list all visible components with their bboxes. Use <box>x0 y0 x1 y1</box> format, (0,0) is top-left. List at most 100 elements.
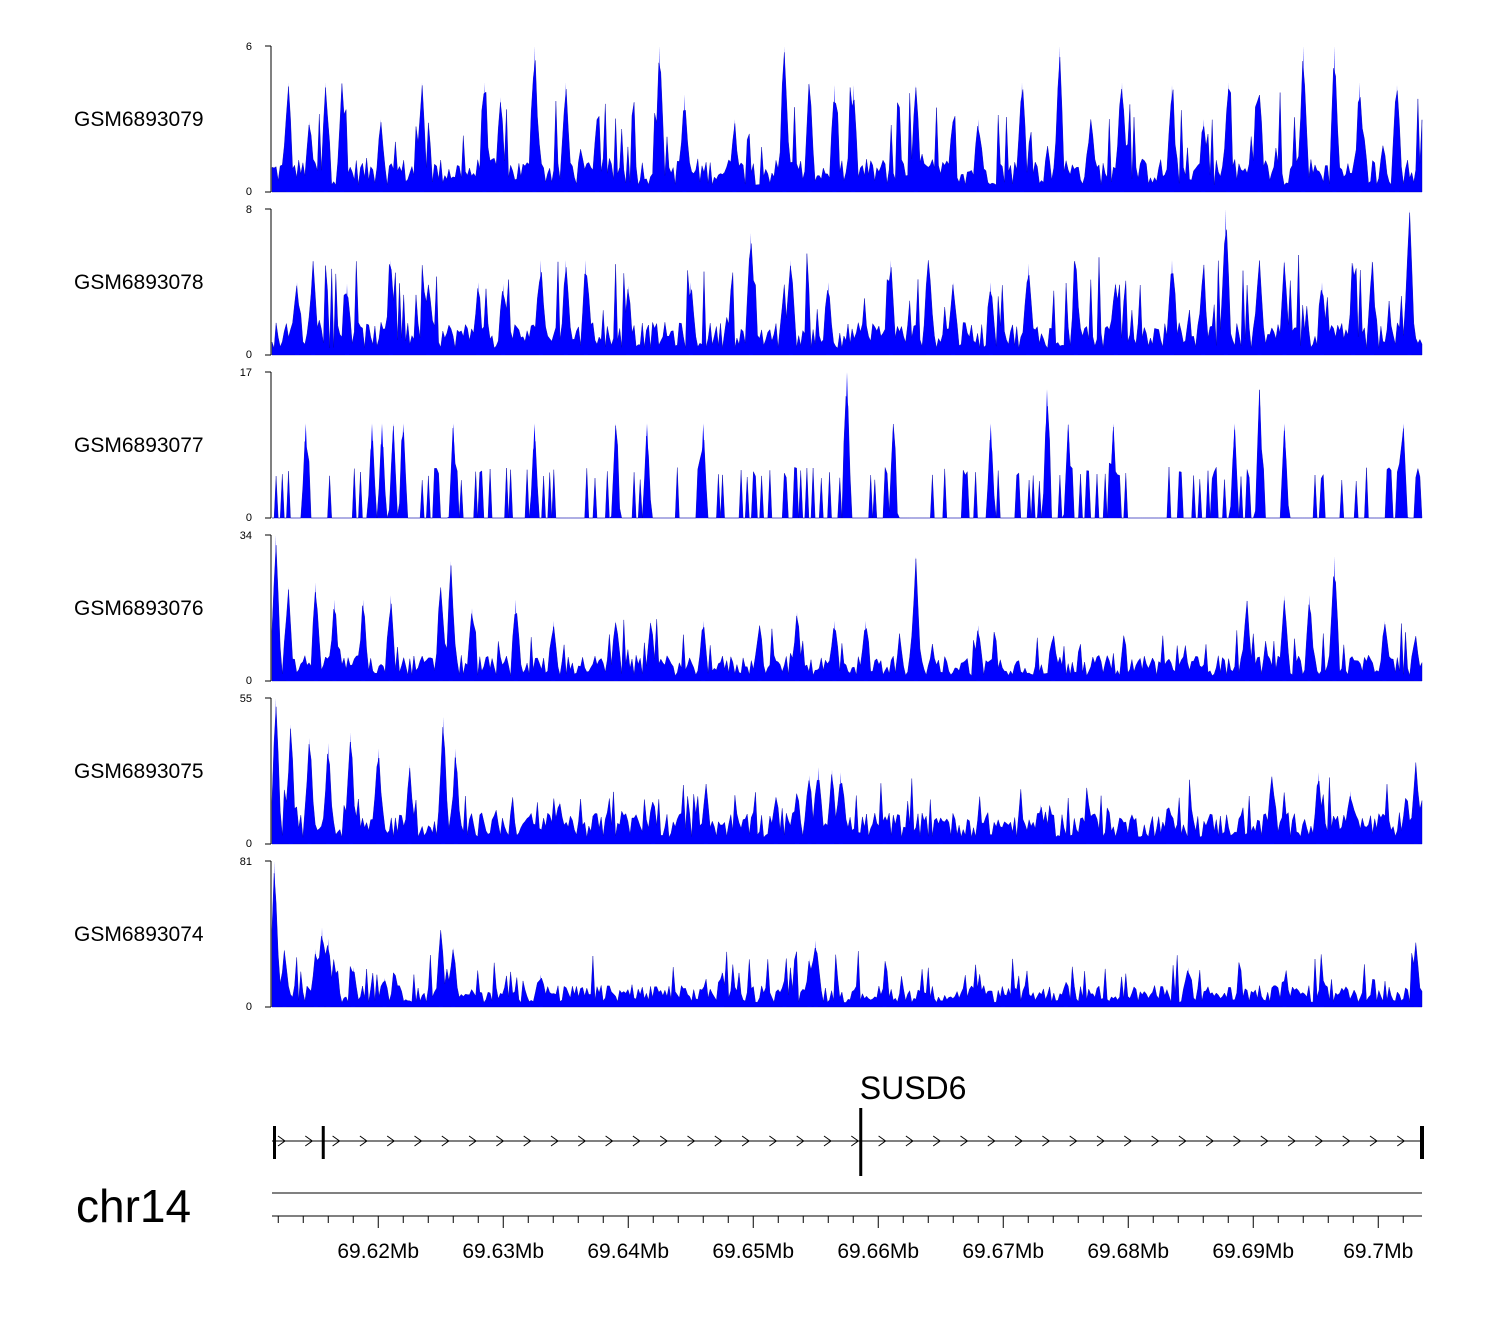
coverage-peak <box>1357 82 1362 192</box>
genome-axis-ticks: 69.62Mb 69.63Mb 69.64Mb 69.65Mb 69.66Mb 69.67… <box>272 1215 1422 1263</box>
coverage-peak <box>532 46 537 192</box>
track-GSM6893076: GSM6893076 34 0 <box>74 530 1423 687</box>
coverage-peak <box>1301 46 1306 192</box>
coverage-peak <box>320 927 324 1007</box>
gene-name-label: SUSD6 <box>860 1070 967 1106</box>
coverage-peak <box>830 769 834 844</box>
strand-arrow <box>359 1135 368 1147</box>
track-label: GSM6893074 <box>74 923 204 946</box>
coverage-peak <box>832 620 837 681</box>
strand-arrow <box>769 1135 778 1147</box>
y-tick-label: 0 <box>246 1001 252 1013</box>
coverage-peak <box>626 285 631 355</box>
coverage-peak <box>826 282 831 355</box>
coverage-peak <box>1320 282 1324 355</box>
strand-arrow <box>1151 1135 1160 1147</box>
coverage-peak <box>470 608 474 681</box>
coverage-peak <box>1245 599 1249 681</box>
coverage-peak <box>976 119 981 192</box>
coverage-peak <box>378 119 383 192</box>
chromosome-label: chr14 <box>76 1180 191 1232</box>
coverage-peak <box>368 423 376 518</box>
coverage-peak <box>376 748 381 844</box>
coverage-peak <box>795 612 799 681</box>
coverage-peak <box>651 801 656 844</box>
coverage-peak <box>288 724 293 844</box>
coverage-peak <box>1307 595 1312 681</box>
coverage-peak <box>583 260 588 355</box>
coverage-peak <box>420 82 424 192</box>
coverage-peak <box>1316 772 1321 844</box>
coverage-peak <box>1370 260 1374 355</box>
coverage-peak <box>1226 82 1231 192</box>
axis-tick-label: 69.7Mb <box>1343 1240 1413 1263</box>
axis-tick-label: 69.66Mb <box>837 1240 919 1263</box>
coverage-peak <box>1086 801 1091 844</box>
coverage-peak <box>399 423 408 518</box>
coverage-peak <box>1280 423 1289 518</box>
strand-arrow <box>1124 1135 1133 1147</box>
y-tick-label: 34 <box>240 530 252 542</box>
coverage-peak <box>1020 82 1024 192</box>
coverage-area <box>271 873 1423 1008</box>
coverage-area <box>271 545 1423 682</box>
coverage-peak <box>1257 260 1262 355</box>
strand-arrow <box>277 1135 286 1147</box>
coverage-peak <box>361 599 366 681</box>
coverage-peak <box>976 625 981 681</box>
coverage-peak <box>551 620 556 681</box>
coverage-peak <box>1223 209 1228 355</box>
coverage-peak <box>378 423 386 518</box>
track-GSM6893078: GSM6893078 8 0 <box>74 204 1423 361</box>
strand-arrow <box>851 1135 860 1147</box>
strand-arrow <box>1042 1135 1051 1147</box>
coverage-peak <box>748 232 753 355</box>
coverage-peak <box>286 82 291 192</box>
coverage-peak <box>1257 94 1262 192</box>
coverage-peak <box>813 940 818 1007</box>
coverage-peak <box>807 774 812 844</box>
coverage-peak <box>1382 620 1387 681</box>
coverage-peak <box>557 801 562 844</box>
coverage-peak <box>323 82 328 192</box>
y-tick-label: 0 <box>246 838 252 850</box>
coverage-tracks: GSM689307960GSM689307880GSM6893077170GSM… <box>74 41 1423 1013</box>
coverage-area <box>271 52 1423 193</box>
coverage-peak <box>1057 46 1062 192</box>
coverage-peak <box>720 970 724 1007</box>
coverage-peak <box>389 423 398 518</box>
coverage-peak <box>438 586 443 681</box>
coverage-peak <box>1186 967 1191 1007</box>
y-tick-label: 0 <box>246 186 252 198</box>
coverage-peak <box>938 817 943 844</box>
coverage-peak <box>332 599 337 681</box>
coverage-peak <box>851 84 856 192</box>
coverage-peak <box>682 94 687 192</box>
track-label: GSM6893077 <box>74 434 204 457</box>
coverage-peak <box>1332 46 1337 192</box>
coverage-peak <box>286 586 291 681</box>
coverage-peak <box>1282 260 1287 355</box>
coverage-peak <box>699 423 708 518</box>
strand-arrow <box>632 1135 641 1147</box>
coverage-peak <box>1001 992 1006 1007</box>
coverage-peak <box>307 121 312 192</box>
coverage-peak <box>282 949 287 1007</box>
strand-arrow <box>796 1135 805 1147</box>
coverage-peak <box>807 82 812 192</box>
strand-arrow <box>1260 1135 1269 1147</box>
coverage-peak <box>1109 423 1118 518</box>
strand-arrow <box>1287 1135 1296 1147</box>
coverage-peak <box>1332 556 1337 681</box>
coverage-peak <box>688 282 693 355</box>
coverage-peak <box>1407 209 1412 355</box>
coverage-peak <box>701 620 706 681</box>
coverage-peak <box>1170 84 1174 192</box>
coverage-peak <box>388 260 393 355</box>
coverage-peak <box>1201 283 1206 355</box>
track-GSM6893075: GSM6893075 55 0 <box>74 693 1423 850</box>
coverage-peak <box>351 967 356 1007</box>
coverage-peak <box>476 282 481 355</box>
coverage-peak <box>1395 84 1399 192</box>
coverage-peak <box>782 46 787 192</box>
